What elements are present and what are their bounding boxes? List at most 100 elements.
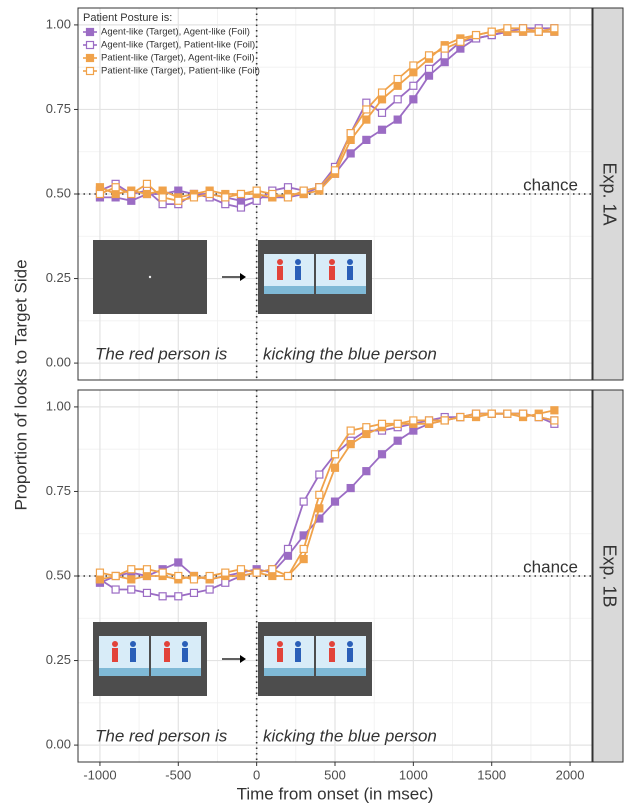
inset-floor bbox=[151, 668, 201, 676]
data-point bbox=[346, 149, 355, 158]
data-point bbox=[330, 497, 340, 506]
sentence-start: The red person is bbox=[95, 344, 228, 363]
data-point bbox=[221, 578, 230, 587]
data-point bbox=[346, 129, 355, 138]
data-point bbox=[221, 193, 230, 202]
y-tick-label: 1.00 bbox=[46, 398, 71, 413]
inset-floor bbox=[316, 286, 366, 294]
data-point bbox=[283, 571, 293, 581]
person-red bbox=[112, 641, 118, 647]
sentence-start: The red person is bbox=[95, 726, 228, 745]
data-point bbox=[471, 30, 481, 40]
person-red-body bbox=[164, 648, 170, 662]
data-point bbox=[456, 412, 465, 422]
person-red-body bbox=[329, 266, 335, 280]
data-point bbox=[95, 575, 105, 584]
data-point bbox=[111, 189, 120, 199]
facet-strip bbox=[592, 7, 624, 381]
data-point bbox=[127, 575, 136, 584]
data-point bbox=[283, 183, 293, 192]
legend-label: Agent-like (Target), Agent-like (Foil) bbox=[101, 27, 250, 38]
person-blue-body bbox=[347, 648, 353, 662]
y-tick-label: 1.00 bbox=[46, 16, 71, 31]
legend-marker bbox=[85, 40, 95, 50]
data-point bbox=[315, 470, 324, 479]
person-blue bbox=[182, 641, 188, 647]
person-blue-body bbox=[182, 648, 188, 662]
y-tick-label: 0.75 bbox=[46, 101, 71, 116]
data-point bbox=[95, 183, 105, 192]
data-point bbox=[127, 585, 136, 594]
data-point bbox=[377, 88, 387, 97]
data-point bbox=[299, 554, 308, 564]
data-point bbox=[95, 568, 105, 577]
data-point bbox=[174, 558, 183, 567]
y-axis-label: Proportion of looks to Target Side bbox=[11, 259, 30, 510]
data-point bbox=[456, 37, 465, 46]
data-point bbox=[377, 419, 387, 428]
data-point bbox=[189, 193, 199, 202]
data-point bbox=[409, 426, 418, 435]
y-tick-label: 0.00 bbox=[46, 737, 71, 752]
data-point bbox=[283, 544, 293, 554]
data-point bbox=[346, 426, 355, 435]
x-tick-label: 2000 bbox=[556, 767, 585, 782]
data-point bbox=[174, 186, 183, 195]
legend-marker bbox=[85, 66, 95, 76]
person-red bbox=[277, 259, 283, 265]
x-tick-label: 500 bbox=[324, 767, 346, 782]
data-point bbox=[283, 193, 293, 202]
x-tick-label: 1500 bbox=[477, 767, 506, 782]
data-point bbox=[393, 419, 402, 428]
legend-marker bbox=[85, 53, 95, 63]
data-point bbox=[330, 166, 340, 175]
panel-border bbox=[77, 7, 593, 381]
data-point bbox=[503, 409, 512, 418]
data-point bbox=[377, 450, 387, 459]
data-point bbox=[550, 24, 559, 33]
data-point bbox=[158, 592, 167, 601]
data-point bbox=[534, 27, 543, 36]
data-point bbox=[534, 412, 543, 422]
data-point bbox=[299, 497, 308, 506]
data-point bbox=[142, 571, 152, 581]
data-point bbox=[393, 115, 402, 124]
data-point bbox=[158, 200, 167, 209]
data-point bbox=[440, 51, 449, 60]
data-point bbox=[142, 179, 152, 188]
data-point bbox=[315, 490, 324, 499]
legend-label: Patient-like (Target), Agent-like (Foil) bbox=[101, 53, 255, 64]
data-point bbox=[252, 196, 261, 205]
fixation bbox=[148, 275, 152, 279]
data-point bbox=[299, 186, 308, 195]
data-point bbox=[189, 588, 199, 598]
data-point bbox=[236, 189, 246, 199]
person-blue-body bbox=[295, 648, 301, 662]
y-tick-label: 0.75 bbox=[46, 483, 71, 498]
x-tick-label: 0 bbox=[253, 767, 260, 782]
data-point bbox=[158, 193, 167, 202]
data-point bbox=[456, 44, 465, 53]
data-point bbox=[346, 483, 355, 493]
legend-title: Patient Posture is: bbox=[83, 12, 172, 24]
facet-label: Exp. 1B bbox=[599, 544, 619, 607]
data-point bbox=[362, 105, 371, 114]
inset-floor bbox=[99, 668, 149, 676]
data-point bbox=[268, 571, 277, 581]
y-tick-label: 0.25 bbox=[46, 652, 71, 667]
person-blue bbox=[130, 641, 136, 647]
facet-label: Exp. 1A bbox=[599, 162, 619, 225]
x-tick-label: -500 bbox=[165, 767, 191, 782]
data-point bbox=[440, 58, 449, 67]
data-point bbox=[205, 571, 214, 581]
data-point bbox=[127, 189, 136, 199]
data-point bbox=[362, 115, 371, 124]
legend-marker bbox=[85, 27, 95, 37]
sentence-end: kicking the blue person bbox=[263, 344, 437, 363]
data-point bbox=[221, 200, 230, 209]
data-point bbox=[487, 409, 496, 418]
person-red bbox=[329, 259, 335, 265]
data-point bbox=[330, 463, 340, 472]
data-point bbox=[236, 196, 246, 205]
